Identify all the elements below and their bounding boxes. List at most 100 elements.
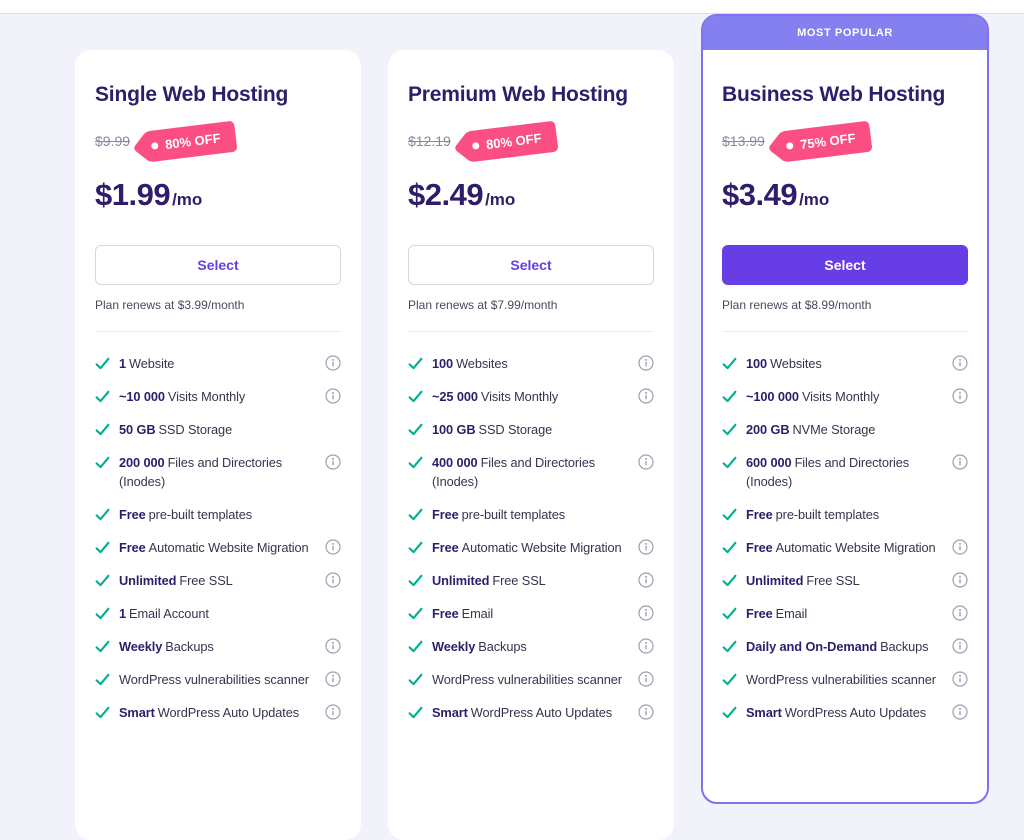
feature-text: 100 GB SSD Storage xyxy=(432,420,654,439)
info-icon[interactable] xyxy=(638,572,654,588)
feature-text: Smart WordPress Auto Updates xyxy=(432,703,638,722)
tag-hole-icon xyxy=(150,141,159,150)
renewal-note: Plan renews at $8.99/month xyxy=(722,298,872,312)
check-icon xyxy=(95,541,110,554)
feature-lead: 200 000 xyxy=(119,455,165,470)
feature-row: 200 GB NVMe Storage xyxy=(722,420,968,439)
info-icon[interactable] xyxy=(952,671,968,687)
info-icon[interactable] xyxy=(952,638,968,654)
info-icon[interactable] xyxy=(952,605,968,621)
feature-row: Free Automatic Website Migration xyxy=(95,538,341,557)
feature-lead: Smart xyxy=(746,705,782,720)
feature-text: 600 000 Files and Directories (Inodes) xyxy=(746,453,952,491)
info-icon[interactable] xyxy=(325,704,341,720)
price: $1.99 /mo xyxy=(95,176,341,219)
discount-label: 80% OFF xyxy=(164,129,222,152)
divider xyxy=(722,331,968,332)
check-icon xyxy=(722,357,737,370)
feature-lead: Free xyxy=(746,540,773,555)
feature-text: Free Automatic Website Migration xyxy=(432,538,638,557)
discount-tag: 80% OFF xyxy=(144,120,238,162)
info-icon[interactable] xyxy=(952,539,968,555)
info-icon[interactable] xyxy=(638,388,654,404)
select-button[interactable]: Select xyxy=(722,245,968,285)
feature-rest: WordPress Auto Updates xyxy=(470,705,613,720)
info-icon[interactable] xyxy=(325,572,341,588)
feature-text: Unlimited Free SSL xyxy=(432,571,638,590)
check-icon xyxy=(408,640,423,653)
info-icon[interactable] xyxy=(325,638,341,654)
feature-lead: Unlimited xyxy=(746,573,804,588)
feature-lead: 200 GB xyxy=(746,422,790,437)
info-icon[interactable] xyxy=(952,572,968,588)
info-icon[interactable] xyxy=(638,704,654,720)
feature-rest: Files and Directories (Inodes) xyxy=(432,455,596,489)
feature-list: 100 Websites ~25 000 Visits Monthly 100 GB… xyxy=(408,354,654,722)
feature-lead: 1 xyxy=(119,356,127,371)
feature-rest: Files and Directories (Inodes) xyxy=(746,455,910,489)
feature-rest: WordPress Auto Updates xyxy=(157,705,300,720)
select-button[interactable]: Select xyxy=(408,245,654,285)
feature-row: Unlimited Free SSL xyxy=(95,571,341,590)
info-icon[interactable] xyxy=(325,388,341,404)
info-icon[interactable] xyxy=(952,355,968,371)
check-icon xyxy=(408,574,423,587)
feature-lead: Unlimited xyxy=(432,573,490,588)
feature-lead: Free xyxy=(432,540,459,555)
feature-row: 600 000 Files and Directories (Inodes) xyxy=(722,453,968,491)
feature-text: 1 Email Account xyxy=(119,604,341,623)
feature-list: 100 Websites ~100 000 Visits Monthly 200 G… xyxy=(722,354,968,722)
check-icon xyxy=(95,456,110,469)
price-period: /mo xyxy=(485,190,516,209)
feature-rest: Automatic Website Migration xyxy=(775,540,936,555)
info-icon[interactable] xyxy=(638,638,654,654)
feature-lead: ~10 000 xyxy=(119,389,165,404)
feature-row: ~10 000 Visits Monthly xyxy=(95,387,341,406)
feature-text: Unlimited Free SSL xyxy=(746,571,952,590)
feature-lead: Daily and On-Demand xyxy=(746,639,878,654)
info-icon[interactable] xyxy=(952,454,968,470)
feature-text: 100 Websites xyxy=(746,354,952,373)
feature-row: Weekly Backups xyxy=(408,637,654,656)
feature-text: Daily and On-Demand Backups xyxy=(746,637,952,656)
info-icon[interactable] xyxy=(325,539,341,555)
check-icon xyxy=(722,423,737,436)
info-icon[interactable] xyxy=(325,355,341,371)
info-icon[interactable] xyxy=(638,671,654,687)
info-icon[interactable] xyxy=(638,355,654,371)
feature-text: Free Automatic Website Migration xyxy=(119,538,325,557)
feature-text: 1 Website xyxy=(119,354,325,373)
check-icon xyxy=(408,508,423,521)
feature-row: 200 000 Files and Directories (Inodes) xyxy=(95,453,341,491)
select-button[interactable]: Select xyxy=(95,245,341,285)
price-period: /mo xyxy=(799,190,830,209)
price: $3.49 /mo xyxy=(722,176,968,219)
feature-text: Free Email xyxy=(432,604,638,623)
info-icon[interactable] xyxy=(638,605,654,621)
check-icon xyxy=(722,706,737,719)
feature-rest: Backups xyxy=(165,639,214,654)
info-icon[interactable] xyxy=(325,671,341,687)
feature-row: ~25 000 Visits Monthly xyxy=(408,387,654,406)
info-icon[interactable] xyxy=(952,704,968,720)
feature-row: 1 Website xyxy=(95,354,341,373)
info-icon[interactable] xyxy=(325,454,341,470)
feature-row: Unlimited Free SSL xyxy=(408,571,654,590)
feature-rest: Website xyxy=(129,356,175,371)
feature-row: Free pre-built templates xyxy=(408,505,654,524)
original-price: $12.19 xyxy=(408,133,451,149)
feature-row: Smart WordPress Auto Updates xyxy=(95,703,341,722)
check-icon xyxy=(722,390,737,403)
info-icon[interactable] xyxy=(638,454,654,470)
feature-row: 100 Websites xyxy=(722,354,968,373)
feature-row: ~100 000 Visits Monthly xyxy=(722,387,968,406)
tag-hole-icon xyxy=(785,141,794,150)
feature-rest: Free SSL xyxy=(179,573,233,588)
info-icon[interactable] xyxy=(638,539,654,555)
price: $2.49 /mo xyxy=(408,176,654,219)
info-icon[interactable] xyxy=(952,388,968,404)
feature-row: Free pre-built templates xyxy=(95,505,341,524)
feature-row: Free Automatic Website Migration xyxy=(722,538,968,557)
check-icon xyxy=(95,706,110,719)
feature-rest: Websites xyxy=(456,356,508,371)
